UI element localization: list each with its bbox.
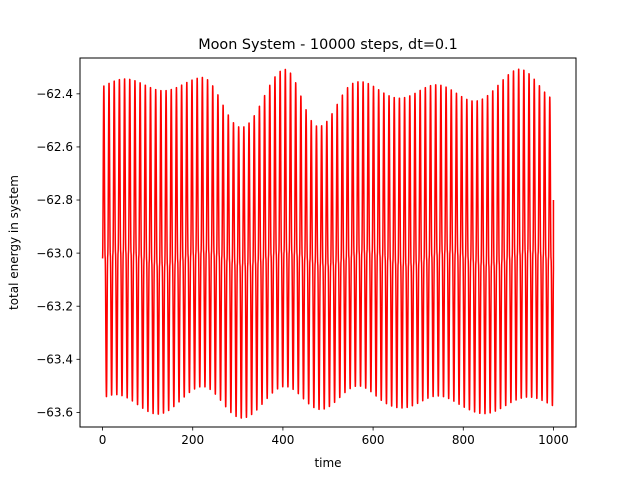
x-axis: 0 200 400 600 800 1000 <box>99 427 569 447</box>
x-tick-label: 200 <box>181 433 204 447</box>
x-tick-label: 1000 <box>538 433 569 447</box>
chart-title: Moon System - 10000 steps, dt=0.1 <box>198 37 458 53</box>
y-axis: −63.6 −63.4 −63.2 −63.0 −62.8 −62.6 −62.4 <box>36 87 80 420</box>
y-axis-label: total energy in system <box>7 175 21 310</box>
y-tick-label: −63.6 <box>36 406 73 420</box>
x-axis-label: time <box>314 456 341 470</box>
y-tick-label: −62.8 <box>36 193 73 207</box>
x-tick-label: 400 <box>271 433 294 447</box>
x-tick-label: 800 <box>452 433 475 447</box>
axes-frame <box>79 57 577 428</box>
y-tick-label: −63.2 <box>36 299 73 313</box>
x-tick-label: 0 <box>99 433 107 447</box>
energy-series-line <box>101 68 555 419</box>
plot-area <box>101 68 555 419</box>
y-tick-label: −62.4 <box>36 87 73 101</box>
y-tick-label: −63.4 <box>36 353 73 367</box>
x-tick-label: 600 <box>362 433 385 447</box>
y-tick-label: −63.0 <box>36 246 73 260</box>
y-tick-label: −62.6 <box>36 140 73 154</box>
